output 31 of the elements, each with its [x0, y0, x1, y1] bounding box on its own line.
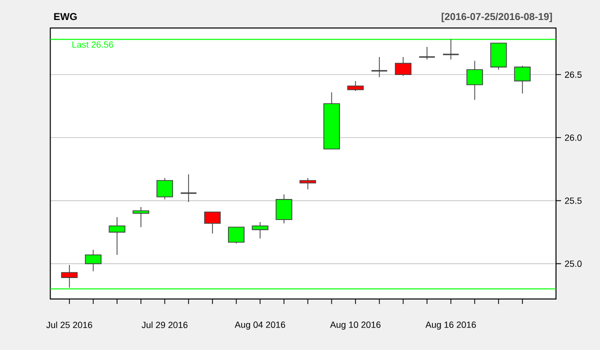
candlestick [276, 194, 292, 224]
candlestick [156, 178, 174, 200]
candlestick [394, 56, 412, 76]
candlestick [204, 212, 221, 234]
candlestick [418, 46, 436, 60]
y-tick-label: 26.0 [564, 134, 582, 141]
y-tick-label: 25.0 [564, 260, 582, 267]
candlestick [84, 249, 102, 272]
chart-title: EWG [54, 13, 77, 20]
y-tick-label: 25.5 [564, 198, 582, 204]
x-tick-label: Jul 25 2016 [46, 322, 92, 328]
x-tick-label: Aug 10 2016 [330, 322, 381, 330]
candlestick [228, 226, 245, 244]
x-tick-label: Aug 04 2016 [234, 322, 286, 330]
candlestick [180, 174, 198, 202]
candlestick [108, 216, 126, 256]
x-tick-label: Jul 29 2016 [142, 322, 188, 328]
candlestick [466, 60, 483, 100]
candlestick [300, 178, 316, 190]
candlestick [252, 222, 268, 239]
annotation: Last 26.56 [72, 41, 114, 48]
candlestick [514, 65, 531, 94]
candlestick [61, 264, 78, 288]
chart-subtitle: [2016-07-25/2016-08-19] [442, 12, 552, 22]
y-tick-label: 26.5 [564, 71, 582, 78]
candlestick [132, 206, 150, 228]
candlestick [347, 80, 364, 92]
candlestick [490, 42, 507, 70]
candlestick [442, 38, 460, 60]
x-tick-label: Aug 16 2016 [425, 322, 476, 330]
candlestick [370, 56, 388, 78]
